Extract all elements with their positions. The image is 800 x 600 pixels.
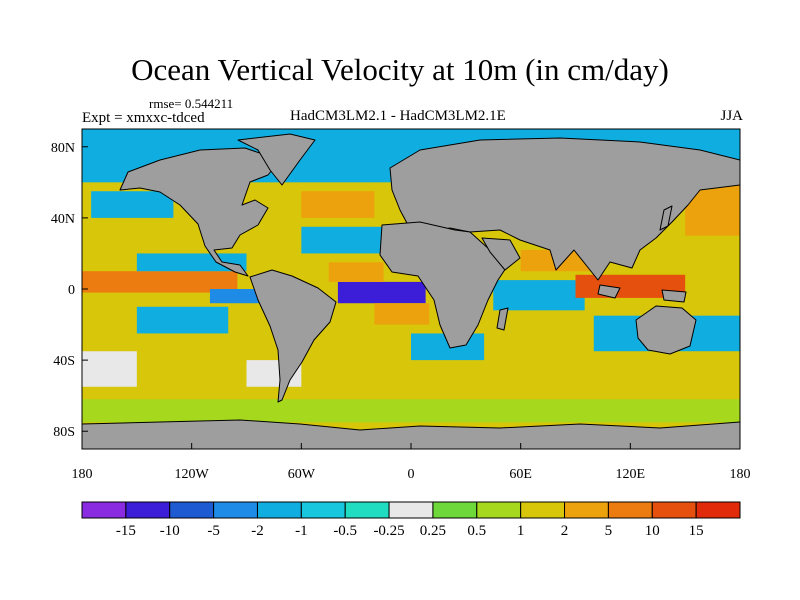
field-region-7: [493, 280, 585, 311]
field-region-6: [301, 226, 393, 254]
model-label: HadCM3LM2.1 - HadCM3LM2.1E: [290, 108, 506, 124]
x-axis: 180 120W 60W 0 60E 120E 180: [72, 443, 751, 482]
y-tick-label-3: 40S: [53, 354, 75, 369]
colorbar-label-1: -10: [160, 523, 180, 539]
x-tick-label-2: 60W: [288, 467, 316, 482]
colorbar-box-5: [300, 501, 346, 519]
y-tick-label-0: 80N: [51, 141, 75, 156]
colorbar-box-8: [432, 501, 478, 519]
colorbar-label-0: -15: [116, 523, 136, 539]
field-region-11: [82, 351, 137, 387]
field-region-5: [301, 191, 375, 218]
colorbar-box-14: [695, 501, 741, 519]
colorbar-box-13: [651, 501, 697, 519]
colorbar-box-6: [344, 501, 390, 519]
colorbar-label-2: -5: [207, 523, 220, 539]
colorbar-label-5: -0.5: [333, 523, 357, 539]
experiment-label: Expt = xmxxc-tdced: [82, 110, 205, 126]
field-region-14: [82, 399, 740, 423]
colorbar-label-11: 5: [605, 523, 613, 539]
colorbar-box-3: [213, 501, 258, 519]
x-tick-label-5: 120E: [616, 467, 646, 482]
colorbar-label-8: 0.5: [467, 523, 486, 539]
colorbar-box-7: [388, 501, 434, 519]
field-region-18: [374, 303, 430, 325]
colorbar-label-12: 10: [645, 523, 660, 539]
x-tick-label-4: 60E: [509, 467, 532, 482]
y-tick-label-4: 80S: [53, 425, 75, 440]
season-label: JJA: [720, 108, 743, 124]
colorbar-label-9: 1: [517, 523, 525, 539]
field-region-4: [328, 262, 384, 282]
colorbar-label-3: -2: [251, 523, 264, 539]
field-region-3: [337, 281, 426, 304]
colorbar-box-12: [607, 501, 653, 519]
colorbar-box-1: [125, 501, 171, 519]
rmse-label: rmse= 0.544211: [149, 96, 234, 111]
x-tick-label-6: 180: [730, 467, 751, 482]
colorbar-box-9: [476, 501, 522, 519]
colorbar-box-4: [256, 501, 302, 519]
colorbar-label-10: 2: [561, 523, 569, 539]
colorbar-box-2: [169, 501, 215, 519]
colorbar-label-7: 0.25: [420, 523, 446, 539]
field-region-20: [91, 191, 174, 218]
colorbar-label-13: 15: [689, 523, 704, 539]
y-tick-label-1: 40N: [51, 212, 75, 227]
colorbar-box-11: [564, 501, 609, 519]
y-tick-label-2: 0: [68, 283, 75, 298]
x-tick-label-1: 120W: [175, 467, 210, 482]
x-tick-label-0: 180: [72, 467, 93, 482]
colorbar-box-10: [520, 501, 566, 519]
field-region-1: [82, 271, 238, 293]
colorbar-label-4: -1: [295, 523, 308, 539]
land-mask: [82, 133, 740, 449]
colorbar-box-0: [81, 501, 127, 519]
field-region-12: [136, 306, 229, 334]
y-axis: 80N 40N 0 40S 80S: [51, 141, 88, 440]
chart-title: Ocean Vertical Velocity at 10m (in cm/da…: [131, 52, 669, 87]
x-tick-label-3: 0: [408, 467, 415, 482]
colorbar-label-6: -0.25: [373, 523, 404, 539]
